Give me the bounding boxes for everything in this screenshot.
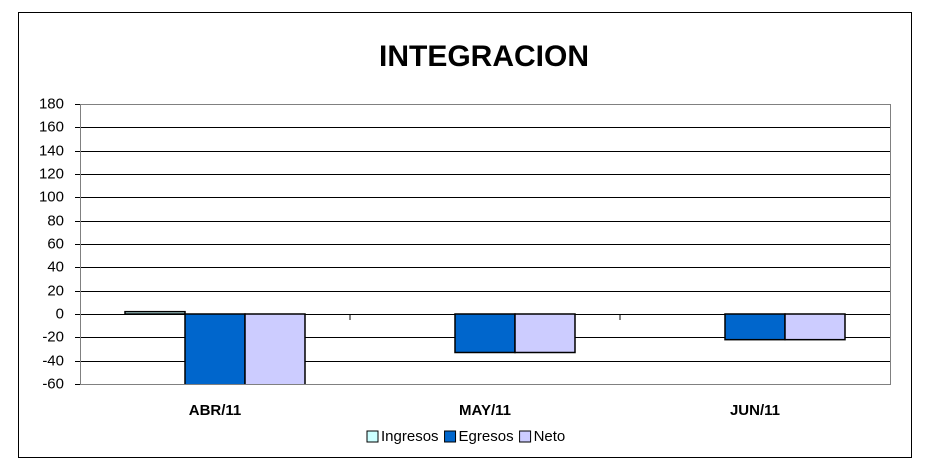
y-tick-label: 140 [39,142,64,159]
bar [244,313,306,384]
legend-label: Egresos [459,428,514,445]
legend-label: Neto [534,428,566,445]
legend-label: Ingresos [381,428,439,445]
x-tick-label: JUN/11 [730,402,780,419]
y-tick-label: -20 [42,328,64,345]
legend-swatch [444,430,457,443]
plot-border [80,104,891,385]
bar [514,313,576,354]
x-tick-label: MAY/11 [459,402,511,419]
y-tick-label: -40 [42,352,64,369]
legend-swatch [366,430,379,443]
bars [124,310,846,384]
bar [124,310,186,315]
bar [184,313,246,384]
chart-border [18,12,912,458]
bar [784,313,846,341]
axes: -60 -40 -20 0 20 40 60 80 100 120 140 160 180 ABR/11 M… [39,95,780,445]
y-tick-label: 120 [39,165,64,182]
y-tick-label: 80 [47,212,64,229]
y-tick-label: 0 [56,305,64,322]
y-tick-label: 60 [47,235,64,252]
bar [724,313,786,341]
y-tick-label: -60 [42,375,64,392]
legend-swatch [519,430,532,443]
y-tick-label: 20 [47,282,64,299]
y-tick-label: 180 [39,95,64,112]
bar [454,313,516,354]
y-tick-label: 160 [39,118,64,135]
chart-title: INTEGRACION [379,40,589,73]
y-tick-label: 40 [47,258,64,275]
x-tick-label: ABR/11 [189,402,242,419]
y-tick-label: 100 [39,188,64,205]
